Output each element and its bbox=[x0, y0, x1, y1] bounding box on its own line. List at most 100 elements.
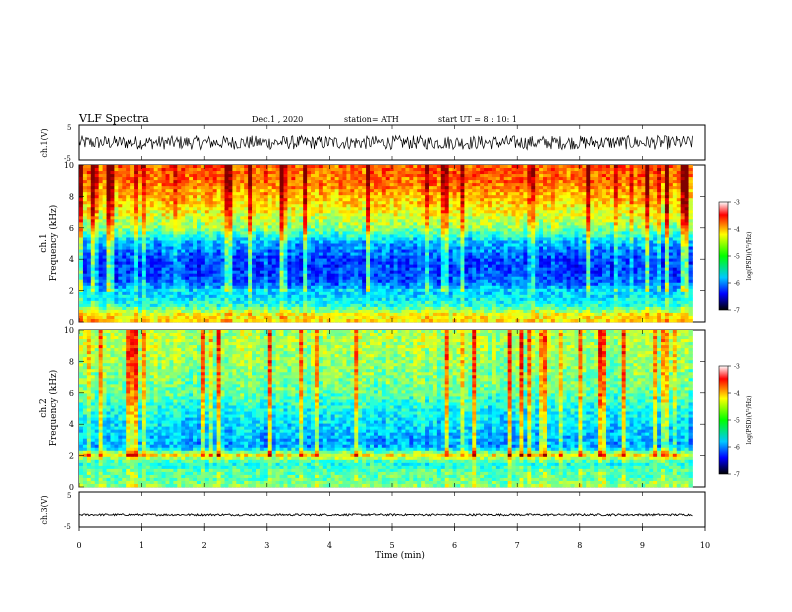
spectrogram-cell bbox=[307, 246, 312, 250]
spectrogram-cell bbox=[236, 180, 241, 184]
spectrogram-cell bbox=[362, 225, 367, 229]
spectrogram-cell bbox=[645, 252, 650, 256]
spectrogram-cell bbox=[346, 243, 351, 247]
spectrogram-cell bbox=[177, 246, 182, 250]
spectrogram-cell bbox=[307, 192, 312, 196]
spectrogram-cell bbox=[574, 198, 579, 202]
spectrogram-cell bbox=[621, 192, 627, 196]
spectrogram-cell bbox=[381, 213, 387, 217]
spectrogram-cell bbox=[586, 234, 591, 238]
spectrogram-cell bbox=[366, 165, 371, 169]
spectrogram-cell bbox=[330, 180, 336, 184]
spectrogram-cell bbox=[519, 237, 524, 241]
spectrogram-cell bbox=[657, 237, 662, 241]
spectrogram-cell bbox=[381, 210, 387, 214]
spectrogram-cell bbox=[429, 198, 434, 202]
spectrogram-cell bbox=[362, 243, 367, 247]
spectrogram-cell bbox=[145, 225, 151, 229]
spectrogram-cell bbox=[480, 243, 485, 247]
spectrogram-cell bbox=[554, 231, 560, 235]
spectrogram-cell bbox=[641, 177, 646, 181]
spectrogram-cell bbox=[208, 171, 214, 175]
spectrogram-cell bbox=[236, 225, 241, 229]
spectrogram-cell bbox=[570, 186, 575, 190]
spectrogram-cell bbox=[350, 201, 355, 205]
spectrogram-cell bbox=[409, 237, 414, 241]
spectrogram-cell bbox=[523, 249, 528, 253]
spectrogram-cell bbox=[574, 195, 579, 199]
spectrogram-cell bbox=[401, 228, 406, 232]
spectrogram-cell bbox=[578, 192, 583, 196]
spectrogram-cell bbox=[240, 174, 245, 178]
spectrogram-cell bbox=[228, 222, 233, 226]
spectrogram-cell bbox=[208, 189, 214, 193]
spectrogram-cell bbox=[267, 225, 273, 229]
spectrogram-cell bbox=[535, 195, 540, 199]
spectrogram-cell bbox=[98, 198, 103, 202]
spectrogram-cell bbox=[114, 210, 119, 214]
spectrogram-cell bbox=[413, 219, 418, 223]
spectrogram-cell bbox=[94, 258, 100, 263]
spectrogram-cell bbox=[381, 192, 387, 196]
spectrogram-cell bbox=[165, 258, 170, 263]
spectrogram-cell bbox=[232, 237, 237, 241]
spectrogram-cell bbox=[326, 183, 332, 187]
spectrogram-cell bbox=[602, 246, 607, 250]
spectrogram-cell bbox=[468, 246, 473, 250]
spectrogram-cell bbox=[271, 180, 277, 184]
spectrogram-cell bbox=[554, 186, 560, 190]
spectrogram-cell bbox=[200, 207, 206, 211]
spectrogram-cell bbox=[149, 222, 155, 226]
spectrogram-cell bbox=[149, 246, 155, 250]
spectrogram-cell bbox=[609, 177, 615, 181]
spectrogram-cell bbox=[460, 171, 465, 175]
spectrogram-cell bbox=[338, 234, 343, 238]
spectrogram-cell bbox=[358, 183, 363, 187]
spectrogram-cell bbox=[664, 192, 670, 196]
spectrogram-cell bbox=[393, 234, 398, 238]
spectrogram-cell bbox=[590, 240, 595, 244]
spectrogram-cell bbox=[487, 192, 493, 196]
spectrogram-cell bbox=[645, 174, 650, 178]
spectrogram-cell bbox=[448, 195, 453, 199]
spectrogram-cell bbox=[405, 201, 410, 205]
spectrogram-cell bbox=[307, 210, 312, 214]
spectrogram-cell bbox=[255, 243, 261, 247]
spectrogram-cell bbox=[322, 207, 328, 211]
spectrogram-cell bbox=[476, 177, 481, 181]
spectrogram-cell bbox=[527, 252, 532, 256]
spectrogram-cell bbox=[417, 231, 422, 235]
spectrogram-cell bbox=[130, 219, 135, 223]
spectrogram-cell bbox=[570, 177, 575, 181]
spectrogram-cell bbox=[244, 195, 249, 199]
spectrogram-cell bbox=[440, 246, 446, 250]
spectrogram-cell bbox=[480, 198, 485, 202]
spectrogram-cell bbox=[413, 252, 418, 256]
spectrogram-cell bbox=[342, 192, 347, 196]
spectrogram-cell bbox=[464, 198, 469, 202]
spectrogram-cell bbox=[554, 252, 560, 256]
spectrogram-cell bbox=[255, 171, 261, 175]
spectrogram-cell bbox=[224, 240, 229, 244]
spectrogram-cell bbox=[621, 204, 627, 208]
spectrogram-cell bbox=[287, 195, 292, 199]
spectrogram-cell bbox=[401, 192, 406, 196]
spectrogram-cell bbox=[86, 237, 92, 241]
spectrogram-cell bbox=[236, 171, 241, 175]
spectrogram-cell bbox=[366, 258, 371, 263]
spectrogram-cell bbox=[311, 231, 316, 235]
spectrogram-cell bbox=[204, 246, 210, 250]
spectrogram-cell bbox=[676, 231, 682, 235]
spectrogram-cell bbox=[342, 177, 347, 181]
spectrogram-cell bbox=[495, 213, 501, 217]
spectrogram-cell bbox=[633, 189, 638, 193]
spectrogram-cell bbox=[401, 255, 406, 259]
spectrogram-cell bbox=[106, 204, 111, 208]
spectrogram-cell bbox=[291, 240, 296, 244]
spectrogram-cell bbox=[664, 213, 670, 217]
spectrogram-cell bbox=[558, 234, 564, 238]
spectrogram-cell bbox=[546, 240, 552, 244]
spectrogram-cell bbox=[633, 216, 638, 220]
spectrogram-cell bbox=[672, 216, 678, 220]
spectrogram-cell bbox=[645, 204, 650, 208]
